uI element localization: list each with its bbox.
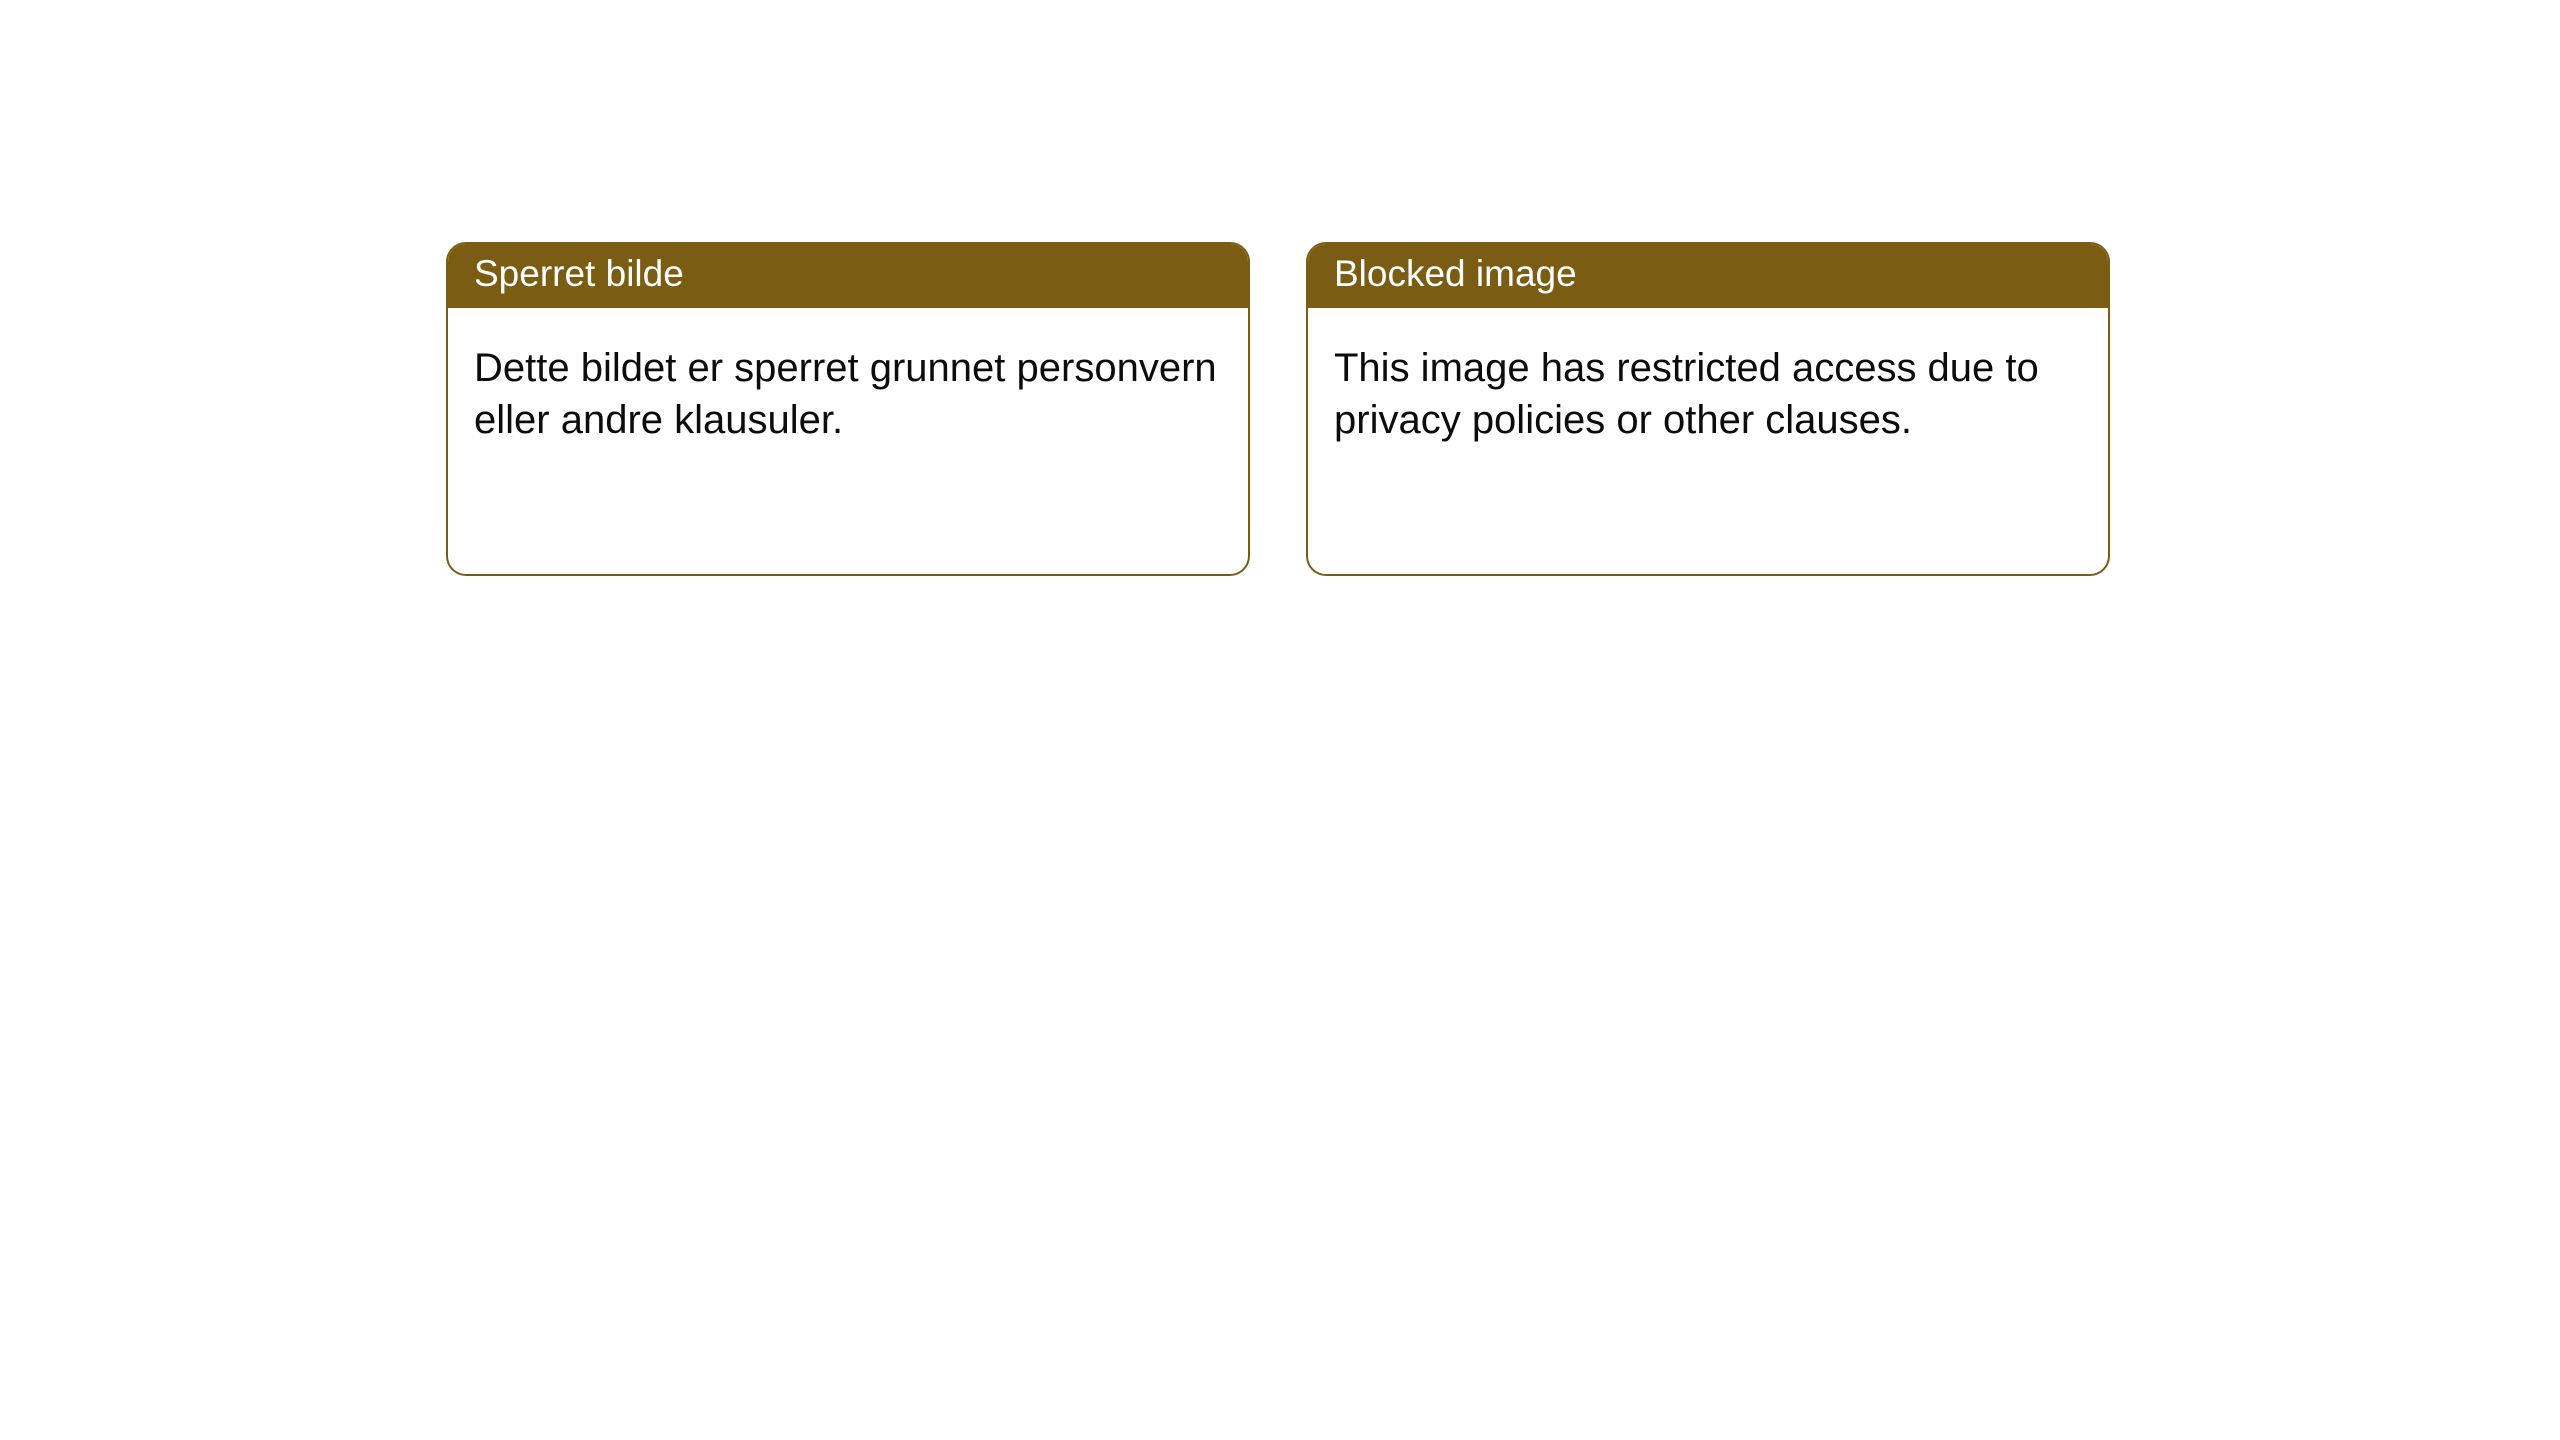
notice-header: Blocked image [1308,244,2108,308]
notice-body: Dette bildet er sperret grunnet personve… [448,308,1248,472]
notice-header: Sperret bilde [448,244,1248,308]
notice-body: This image has restricted access due to … [1308,308,2108,472]
notice-card-english: Blocked image This image has restricted … [1306,242,2110,576]
notice-card-norwegian: Sperret bilde Dette bildet er sperret gr… [446,242,1250,576]
notice-container: Sperret bilde Dette bildet er sperret gr… [0,0,2560,576]
